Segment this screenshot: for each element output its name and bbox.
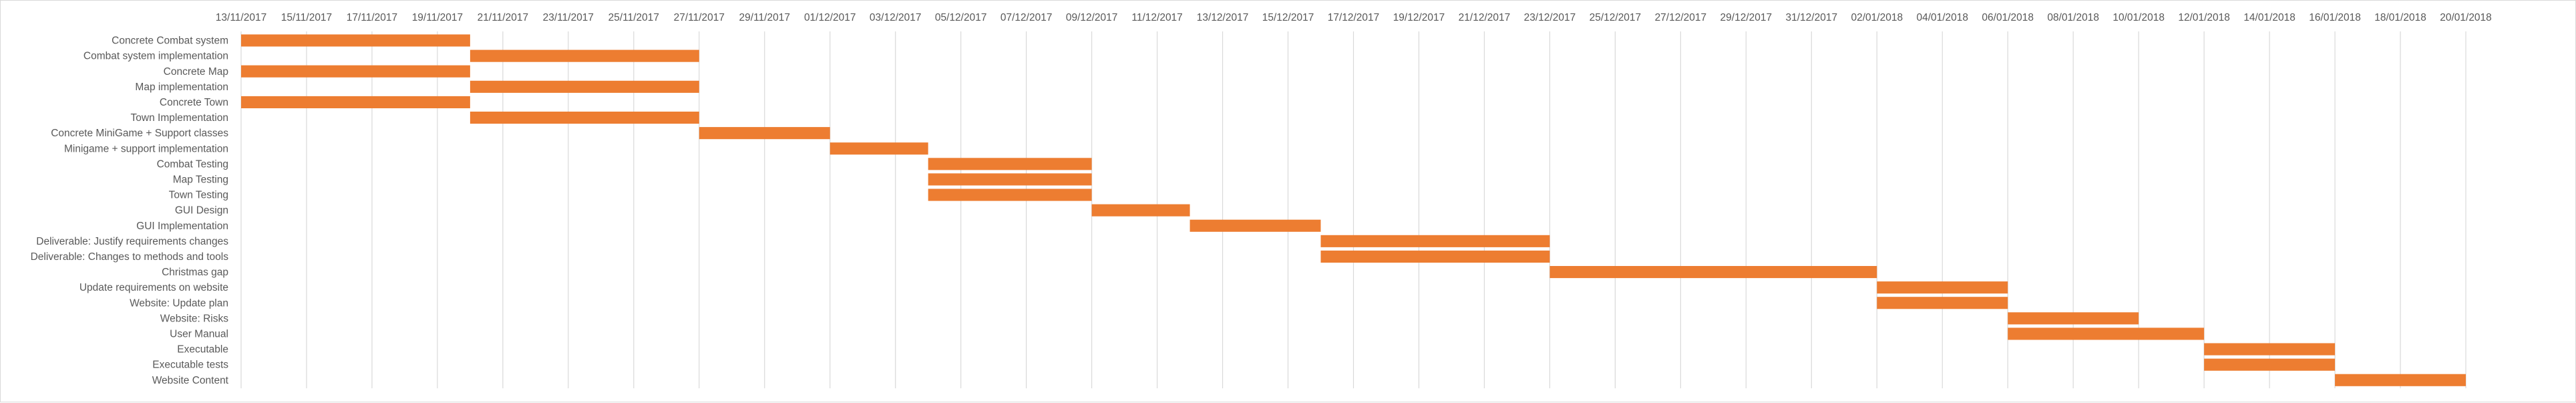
task-labels: Concrete Combat system Combat system impl…	[31, 35, 229, 386]
x-tick-label: 21/12/2017	[1459, 12, 1511, 23]
task-bars	[241, 34, 2466, 386]
task-label: Minigame + support implementation	[64, 143, 228, 154]
task-bar	[470, 49, 699, 62]
task-label: Update requirements on website	[79, 282, 228, 293]
task-bar	[1320, 235, 1550, 247]
x-tick-label: 23/12/2017	[1524, 12, 1576, 23]
task-bar	[2204, 343, 2336, 356]
x-tick-label: 05/12/2017	[935, 12, 987, 23]
x-tick-label: 20/01/2018	[2440, 12, 2492, 23]
x-tick-label: 19/12/2017	[1393, 12, 1445, 23]
x-tick-label: 08/01/2018	[2047, 12, 2099, 23]
x-tick-label: 14/01/2018	[2243, 12, 2295, 23]
task-bar	[830, 142, 928, 155]
task-label: GUI Design	[175, 205, 228, 217]
x-tick-label: 07/12/2017	[1000, 12, 1053, 23]
task-bar	[241, 34, 470, 47]
task-bar	[2204, 358, 2336, 371]
task-bar	[928, 173, 1092, 186]
x-tick-label: 17/12/2017	[1328, 12, 1380, 23]
x-tick-label: 06/01/2018	[1982, 12, 2034, 23]
x-tick-label: 09/12/2017	[1066, 12, 1118, 23]
task-bar	[1091, 204, 1190, 217]
x-tick-label: 29/12/2017	[1720, 12, 1773, 23]
task-bar	[1877, 297, 2008, 309]
task-label: Map implementation	[135, 82, 228, 93]
task-label: Website: Risks	[160, 313, 228, 324]
task-bar	[470, 112, 699, 124]
task-label: Concrete MiniGame + Support classes	[51, 128, 228, 139]
task-label: Concrete Combat system	[112, 35, 228, 47]
task-bar	[928, 158, 1092, 170]
task-label: Combat system implementation	[83, 51, 228, 62]
task-bar	[928, 188, 1092, 201]
task-label: Map Testing	[173, 174, 228, 185]
x-tick-label: 27/11/2017	[674, 12, 725, 23]
task-label: Town Implementation	[131, 112, 228, 124]
task-bar	[699, 127, 830, 140]
task-label: Website: Update plan	[130, 297, 228, 309]
x-tick-label: 12/01/2018	[2178, 12, 2230, 23]
task-label: Deliverable: Justify requirements change…	[36, 236, 228, 247]
task-bar	[1549, 266, 1877, 279]
x-tick-label: 18/01/2018	[2374, 12, 2426, 23]
task-label: Website Content	[152, 375, 229, 386]
task-bar	[2008, 312, 2139, 325]
task-label: Concrete Town	[160, 97, 228, 108]
task-label: Deliverable: Changes to methods and tool…	[31, 251, 229, 263]
task-bar	[1189, 219, 1321, 232]
x-tick-label: 17/11/2017	[347, 12, 397, 23]
x-tick-label: 31/12/2017	[1786, 12, 1838, 23]
x-tick-label: 15/11/2017	[281, 12, 332, 23]
x-tick-label: 01/12/2017	[804, 12, 856, 23]
x-tick-label: 25/11/2017	[608, 12, 659, 23]
task-label: GUI Implementation	[136, 221, 228, 232]
task-bar	[241, 96, 470, 108]
x-tick-label: 15/12/2017	[1262, 12, 1314, 23]
x-tick-label: 11/12/2017	[1131, 12, 1182, 23]
x-tick-label: 27/12/2017	[1655, 12, 1707, 23]
x-axis-tick-labels: 13/11/2017 15/11/2017 17/11/2017 19/11/2017…	[216, 12, 2492, 23]
task-bar	[1877, 281, 2008, 294]
task-bar	[470, 80, 699, 93]
task-label: Combat Testing	[157, 158, 228, 170]
task-label: User Manual	[170, 328, 228, 340]
x-tick-label: 13/11/2017	[216, 12, 266, 23]
x-tick-label: 19/11/2017	[412, 12, 463, 23]
x-tick-label: 23/11/2017	[543, 12, 594, 23]
task-bar	[1320, 250, 1550, 263]
task-label: Christmas gap	[162, 267, 228, 278]
x-tick-label: 25/12/2017	[1590, 12, 1642, 23]
task-bar	[2335, 374, 2466, 386]
x-tick-label: 21/11/2017	[478, 12, 528, 23]
task-label: Executable	[177, 344, 228, 356]
task-label: Executable tests	[152, 360, 228, 371]
x-tick-label: 02/01/2018	[1851, 12, 1903, 23]
task-bar	[2008, 327, 2205, 340]
x-tick-label: 10/01/2018	[2112, 12, 2165, 23]
x-tick-label: 03/12/2017	[870, 12, 922, 23]
x-tick-label: 29/11/2017	[739, 12, 790, 23]
task-label: Concrete Map	[164, 66, 228, 78]
x-tick-label: 13/12/2017	[1197, 12, 1249, 23]
x-tick-label: 04/01/2018	[1916, 12, 1968, 23]
task-label: Town Testing	[169, 190, 228, 201]
task-bar	[241, 65, 470, 78]
x-tick-label: 16/01/2018	[2309, 12, 2361, 23]
